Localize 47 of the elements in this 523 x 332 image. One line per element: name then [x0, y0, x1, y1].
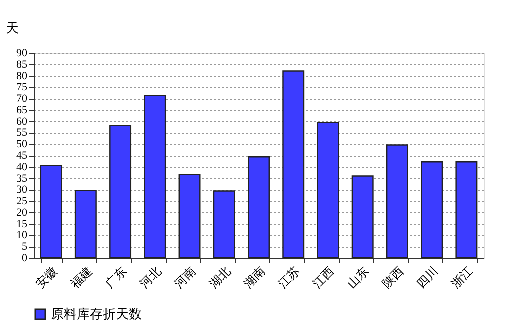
y-tick-label: 0 [22, 252, 28, 264]
y-tick-label: 15 [16, 218, 28, 230]
y-tick-label: 45 [16, 150, 28, 162]
y-tick-label: 5 [22, 241, 28, 254]
x-tick-label: 浙江 [448, 264, 476, 291]
bar [74, 190, 97, 259]
x-tick-label: 四川 [414, 264, 442, 291]
bar [144, 94, 166, 259]
y-tick-label: 65 [16, 104, 28, 116]
bar [386, 144, 408, 259]
y-tick-label: 50 [16, 138, 28, 151]
x-tick-label: 河南 [172, 264, 199, 291]
x-tick-label: 山东 [344, 264, 372, 291]
x-tick-label: 河北 [137, 264, 164, 291]
bar [456, 162, 478, 259]
y-tick-label: 25 [16, 196, 28, 208]
y-tick-label: 75 [16, 82, 28, 94]
bar [352, 176, 374, 259]
x-tick-label: 江苏 [276, 264, 303, 291]
x-tick-label: 湖北 [206, 264, 234, 291]
bar [178, 174, 201, 259]
y-tick-label: 80 [16, 70, 28, 82]
x-tick-label: 福建 [68, 264, 95, 291]
y-axis-title: 天 [6, 20, 19, 36]
x-tick-label: 安徽 [33, 264, 60, 291]
y-tick-label: 55 [16, 127, 28, 140]
bar [317, 122, 340, 259]
y-tick-label: 85 [16, 58, 28, 71]
bar [40, 165, 62, 259]
y-tick-label: 10 [16, 230, 28, 242]
bar [282, 70, 305, 259]
bar [421, 162, 444, 259]
bar [110, 125, 132, 259]
bar [248, 156, 270, 259]
y-tick-label: 35 [16, 172, 28, 185]
y-tick-label: 40 [16, 161, 28, 174]
x-tick-label: 广东 [102, 264, 130, 291]
x-tick-label: 陕西 [380, 264, 406, 291]
y-tick-label: 90 [16, 48, 28, 60]
legend-label: 原料库存折天数 [51, 306, 142, 322]
bar [213, 190, 236, 259]
y-tick-label: 20 [16, 206, 28, 219]
y-tick-label: 60 [16, 116, 28, 128]
x-tick-label: 江西 [310, 264, 338, 291]
y-tick-label: 70 [16, 93, 28, 106]
x-tick-label: 湖南 [241, 264, 268, 291]
y-tick-label: 30 [16, 184, 28, 196]
